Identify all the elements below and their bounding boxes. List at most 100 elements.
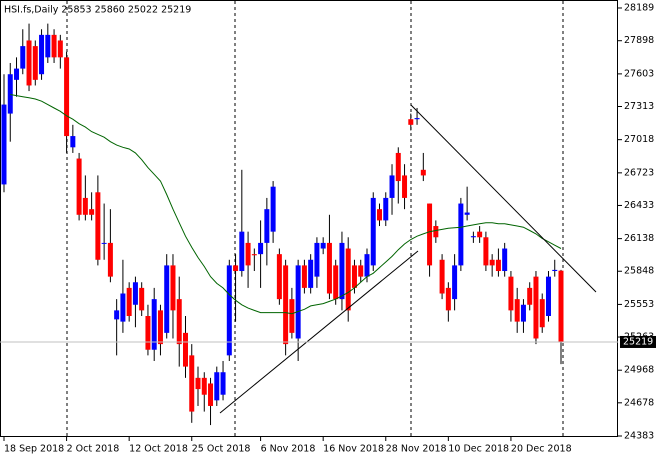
candle-body [145,315,151,350]
chart-title: HSI.fs,Daily 25853 25860 25022 25219 [4,5,191,16]
candle-body [76,158,82,215]
candle-body [120,293,126,322]
candle-body [182,332,188,367]
candle-body [283,265,289,345]
candle-body [427,203,433,266]
candle-body [114,310,120,320]
candle-body [408,119,414,125]
candle-body [333,265,339,300]
y-tick-label: 25848 [624,266,654,277]
candle-body [489,259,495,266]
candle-body [14,68,20,80]
candle-body [389,175,395,198]
candle-body [445,287,451,311]
candle-body [57,40,63,58]
candle-body [314,242,320,277]
x-tick-label: 25 Oct 2018 [192,444,251,455]
candle-body [370,197,376,266]
candle-body [308,259,314,288]
candle-body [26,40,32,86]
candle-body [64,57,70,137]
candle-body [151,299,157,350]
y-tick-label: 24383 [624,430,654,441]
candle-body [1,104,7,185]
candle-body [101,242,107,244]
y-tick-label: 24968 [624,365,654,376]
candle-body [270,186,276,232]
candle-body [402,175,408,198]
candle-body [139,287,145,311]
candle-body [364,254,370,277]
candle-body [533,276,539,339]
last-price-label: 25219 [623,336,653,347]
y-tick-label: 26138 [624,233,654,244]
candle-body [176,299,182,345]
candle-body [164,265,170,333]
candle-body [289,299,295,333]
candle-body [20,46,26,69]
y-tick-label: 27313 [624,101,654,112]
y-tick-label: 26433 [624,200,654,211]
y-tick-label: 27018 [624,134,654,145]
candle-body [470,236,476,238]
y-tick-label: 27898 [624,35,654,46]
candle-body [39,34,45,75]
candle-body [245,242,251,266]
period-separators [66,1,564,436]
candle-body [395,152,401,182]
candle-body [433,226,439,238]
candle-body [201,377,207,395]
y-tick-label: 27603 [624,68,654,79]
candle-body [383,197,389,221]
candle-body [70,136,76,148]
y-tick-label: 25553 [624,299,654,310]
candle-body [358,265,364,277]
last-price-box [620,335,656,348]
candle-body [195,377,201,390]
candle-body [157,310,163,345]
y-tick-label: 28189 [624,2,654,13]
candle-body [239,231,245,272]
x-tick-label: 2 Oct 2018 [67,444,120,455]
x-tick-label: 28 Nov 2018 [386,444,447,455]
candle-body [126,287,132,316]
trendline [219,250,419,414]
candle-body [264,209,270,243]
candle-body [320,242,326,249]
candle-body [32,46,38,80]
candle-body [45,34,51,58]
plot-frame [0,0,618,437]
candle-body [276,254,282,300]
candle-body [439,259,445,294]
candle-body [452,265,458,300]
x-tick-label: 16 Nov 2018 [323,444,384,455]
candle-body [520,304,526,322]
y-tick-label: 26723 [624,167,654,178]
candle-body [414,118,420,120]
candle-body [477,231,483,238]
trendline [410,104,597,293]
candle-body [301,265,307,288]
candle-body [7,74,13,114]
candle-body [233,265,239,272]
candle-body [95,192,101,260]
moving-average [10,94,562,315]
candle-body [508,276,514,311]
candle-body [345,248,351,311]
candle-body [458,203,464,266]
candle-body [558,270,564,342]
candle-body [514,299,520,322]
candle-body [89,209,95,215]
candle-body [527,287,533,305]
x-tick-label: 20 Dec 2018 [511,444,572,455]
candle-body [552,269,558,272]
candle-body [326,242,332,294]
candle-body [495,259,501,272]
candle-body [539,299,545,328]
candle-body [545,276,551,316]
candle-body [339,242,345,300]
candle-body [251,254,257,256]
y-tick-label: 24678 [624,397,654,408]
candle-body [295,265,301,339]
